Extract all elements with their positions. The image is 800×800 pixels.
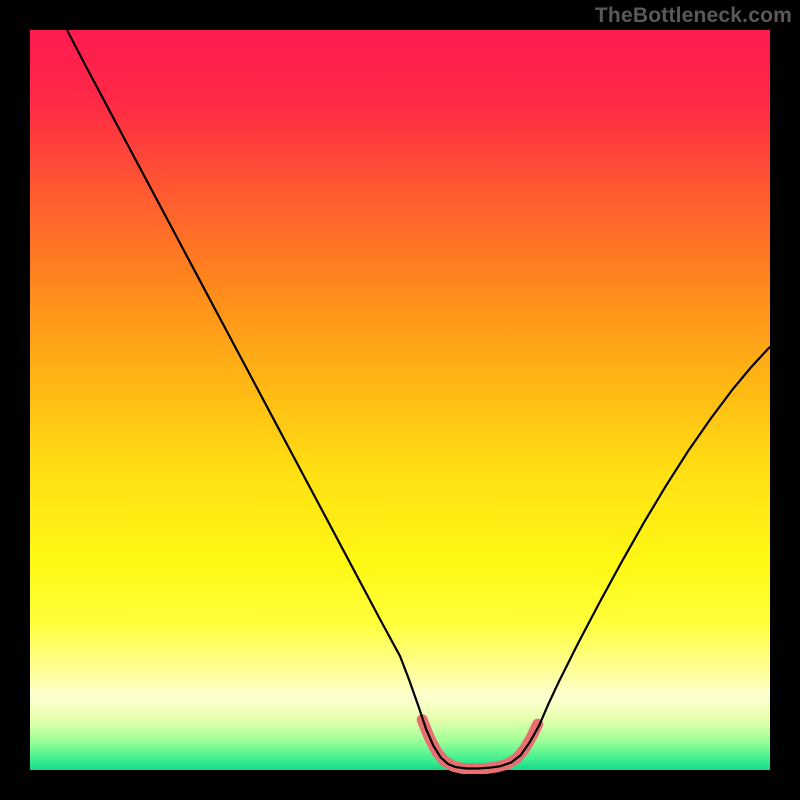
watermark-text: TheBottleneck.com	[595, 4, 792, 28]
chart-svg	[0, 0, 800, 800]
bottleneck-chart: TheBottleneck.com	[0, 0, 800, 800]
